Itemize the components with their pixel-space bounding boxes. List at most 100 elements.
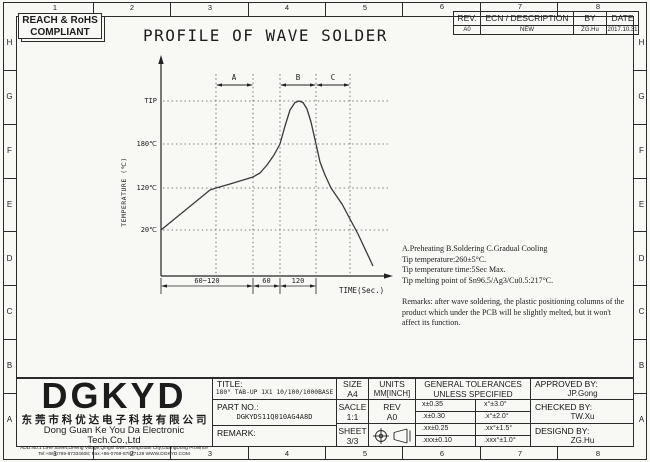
size-label: SIZE xyxy=(343,379,362,389)
border-tick xyxy=(3,285,16,286)
grid-row-label: D xyxy=(638,254,645,263)
note-line: Tip temperature:260±5°C. xyxy=(402,254,487,264)
process-notes: A.Preheating B.Soldering C.Gradual Cooli… xyxy=(402,244,628,329)
compliance-badge: REACH & RoHS COMPLIANT xyxy=(18,13,102,39)
grid-row-label: E xyxy=(638,200,645,209)
remark-label: REMARK: xyxy=(217,428,256,438)
by-value: ZG.Hu xyxy=(574,26,607,34)
border-tick xyxy=(3,393,16,394)
border-tick xyxy=(93,2,94,16)
tolerance-value: x°±3.0° xyxy=(484,401,507,408)
grid-col-label: 7 xyxy=(517,449,523,458)
tolerances-header-line1: GENERAL TOLERANCES xyxy=(424,379,522,389)
grid-col-label: 7 xyxy=(517,2,523,11)
sheet-value: 3/3 xyxy=(346,436,359,446)
border-tick xyxy=(557,447,558,460)
note-line: Tip temperature time:5Sec Max. xyxy=(402,265,506,274)
border-tick xyxy=(634,393,647,394)
time-segment-1: 60~120 xyxy=(194,277,219,285)
region-label-a: A xyxy=(232,73,237,82)
border-tick xyxy=(248,2,249,16)
title-value: 180° TAB-UP 1X1 10/100/1000BASE xyxy=(215,389,334,396)
checked-name: TW.Xu xyxy=(570,412,595,421)
border-tick xyxy=(325,447,326,460)
grid-col-label: 5 xyxy=(362,3,368,12)
grid-horizontal xyxy=(163,100,388,231)
grid-row-label: C xyxy=(638,307,645,316)
grid-col-label: 5 xyxy=(362,449,368,458)
rev-value: A0 xyxy=(386,412,398,422)
checked-cell: CHECKED BY: TW.Xu xyxy=(531,400,634,423)
wave-solder-profile-chart: TIP 180℃ 120℃ 20℃ TEMPERATURE (℃) A B C xyxy=(120,55,393,295)
title-cell: TITLE: 180° TAB-UP 1X1 10/100/1000BASE xyxy=(213,377,336,399)
company-name-cn: 东 莞 市 科 优 达 电 子 科 技 有 限 公 司 xyxy=(21,414,207,426)
dimension-arrowheads xyxy=(161,284,316,288)
grid-row-label: B xyxy=(6,361,13,370)
y-tick-tip: TIP xyxy=(144,97,157,105)
border-tick xyxy=(402,2,403,16)
grid-row-label: D xyxy=(6,254,13,263)
grid-row-label: A xyxy=(6,415,13,424)
designed-name: ZG.Hu xyxy=(570,436,595,445)
tolerance-value: .x°±2.0° xyxy=(484,413,509,420)
remark-cell: REMARK: xyxy=(213,426,336,447)
grid-col-label: 1 xyxy=(52,3,58,12)
tolerances-header-line2: UNLESS SPECIFIED xyxy=(433,389,513,399)
remarks-paragraph: Remarks: after wave soldering, the plast… xyxy=(402,297,625,327)
ecn-header: ECN / DESCRIPTION xyxy=(481,12,574,25)
grid-col-label: 3 xyxy=(207,449,213,458)
part-no-label: PART NO.: xyxy=(217,402,259,412)
grid-col-label: 4 xyxy=(284,3,290,12)
grid-col-label: 8 xyxy=(595,449,601,458)
grid-vertical xyxy=(215,74,351,276)
ecn-value: NEW xyxy=(481,26,574,34)
region-span-arrowheads xyxy=(216,83,350,87)
border-tick xyxy=(3,124,16,125)
compliance-line1: REACH & RoHS xyxy=(22,15,98,26)
tolerance-value: .xx°±1.5° xyxy=(484,425,513,432)
grid-row-label: H xyxy=(638,38,645,47)
designed-cell: DESIGND BY: ZG.Hu xyxy=(531,424,634,447)
part-no-cell: PART NO.: DGKYDS11Q010AG4A8D xyxy=(213,400,336,425)
border-tick xyxy=(557,2,558,16)
tolerance-value: .xxx°±1.0° xyxy=(484,437,516,444)
border-tick xyxy=(402,447,403,460)
time-segment-3: 120 xyxy=(292,277,305,285)
scale-value: 1:1 xyxy=(346,412,359,422)
grid-col-label: 6 xyxy=(439,2,445,11)
company-name-en: Dong Guan Ke You Da Electronic Tech.Co.,… xyxy=(43,425,185,446)
tolerances-header: GENERAL TOLERANCES UNLESS SPECIFIED xyxy=(416,377,530,399)
units-value: MM[INCH] xyxy=(373,389,411,398)
grid-col-label: 2 xyxy=(129,3,135,12)
border-tick xyxy=(248,447,249,460)
date-value: 2017.10.31 xyxy=(607,27,638,33)
page-title: PROFILE OF WAVE SOLDER xyxy=(143,26,388,45)
grid-col-label: 1 xyxy=(52,449,58,458)
size-cell: SIZE A4 xyxy=(337,377,368,399)
by-header: BY xyxy=(574,12,607,25)
title-block: DGKYD 东 莞 市 科 优 达 电 子 科 技 有 限 公 司 Dong G… xyxy=(16,377,634,457)
scale-label: SACLE xyxy=(338,402,367,412)
tolerance-value: .x±0.30 xyxy=(422,413,445,420)
y-tick-20: 20℃ xyxy=(141,226,157,234)
y-axis-title: TEMPERATURE (℃) xyxy=(120,157,128,227)
grid-row-label: G xyxy=(638,92,645,101)
rev-label: REV xyxy=(383,402,401,412)
company-address: ADD:No.1 LiHe Street,LiHeng Village,Qing… xyxy=(20,446,208,451)
approved-label: APPROVED BY: xyxy=(535,379,598,389)
border-tick xyxy=(3,339,16,340)
border-tick xyxy=(634,124,647,125)
revision-row: A0 NEW ZG.Hu 2017.10.31 xyxy=(453,26,639,35)
rev-cell: REV A0 xyxy=(369,400,415,423)
size-value: A4 xyxy=(347,389,358,399)
units-cell: UNITS MM[INCH] xyxy=(369,377,415,399)
company-block: DGKYD 东 莞 市 科 优 达 电 子 科 技 有 限 公 司 Dong G… xyxy=(16,377,212,457)
y-tick-180: 180℃ xyxy=(136,140,157,148)
tolerance-value: .xxx±0.10 xyxy=(422,437,452,444)
region-label-c: C xyxy=(331,73,336,82)
units-label: UNITS xyxy=(379,379,405,389)
border-tick xyxy=(325,2,326,16)
compliance-line2: COMPLIANT xyxy=(30,27,90,38)
border-tick xyxy=(3,178,16,179)
